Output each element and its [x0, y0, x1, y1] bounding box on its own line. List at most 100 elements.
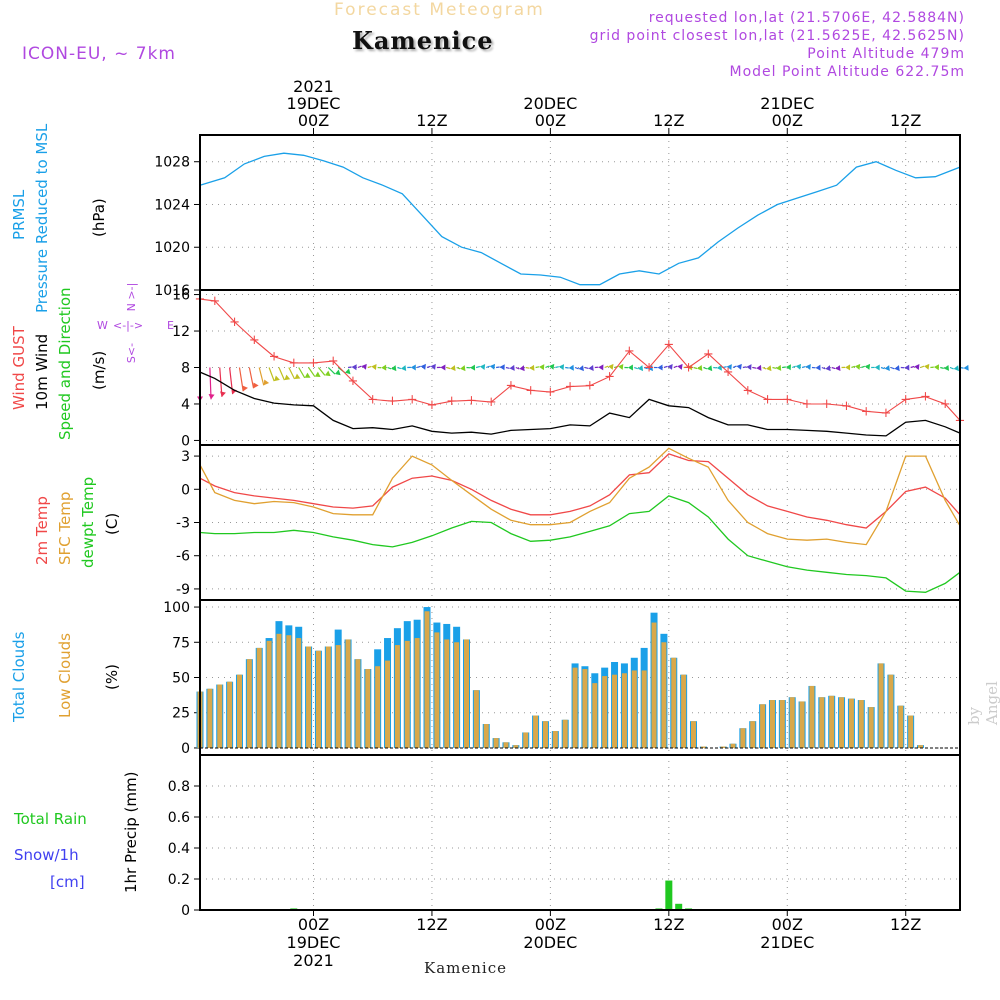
wind-arrow — [525, 366, 530, 369]
gust-marker: + — [841, 399, 852, 414]
wind-arrow — [476, 365, 481, 369]
wind-arrow-head — [558, 364, 565, 371]
wind-arrow-head — [548, 363, 555, 370]
wind-arrow-head — [371, 364, 377, 370]
time-label-hour: 00Z — [298, 915, 329, 934]
wind-arrow-head — [274, 375, 280, 382]
precip-ytick-label: 0.2 — [168, 872, 190, 888]
wind-arrow-head — [220, 391, 226, 397]
pressure-ytick-label: 1016 — [154, 283, 190, 299]
wind-arrow-head — [696, 365, 703, 371]
clouds-ytick-label: 50 — [172, 671, 190, 687]
time-label-date: 19DEC — [287, 94, 341, 113]
wind-arrow-head — [304, 372, 311, 378]
wind-arrow-head — [314, 371, 321, 377]
wind-arrow — [663, 365, 668, 369]
wind-arrow — [940, 366, 944, 369]
low-cloud-bar — [227, 681, 233, 748]
low-cloud-bar — [661, 642, 667, 748]
wind-arrow-head — [460, 365, 466, 372]
low-cloud-bar — [493, 738, 499, 748]
wind-arrow-head — [598, 364, 604, 371]
wind-arrow-head — [825, 365, 831, 372]
low-cloud-bar — [266, 640, 272, 748]
gust-marker: + — [407, 392, 418, 407]
wind-arrow-head — [864, 363, 871, 370]
low-cloud-bar — [385, 660, 391, 748]
gust-marker: + — [505, 379, 516, 394]
wind-arrow — [327, 367, 336, 375]
low-cloud-bar — [848, 698, 854, 748]
gust-marker: + — [703, 347, 714, 362]
time-label-date: 21DEC — [760, 94, 814, 113]
time-label-hour: 12Z — [416, 915, 447, 934]
low-cloud-bar — [858, 700, 864, 748]
gust-marker: + — [387, 394, 398, 409]
gust-marker: + — [308, 356, 319, 371]
low-cloud-bar — [424, 611, 430, 748]
footer-location: Kamenice — [424, 959, 507, 977]
low-cloud-bar — [256, 647, 262, 748]
compass-west: W — [97, 319, 108, 332]
wind-arrow — [397, 366, 402, 370]
low-cloud-bar — [691, 721, 697, 748]
wind-arrow — [831, 366, 836, 370]
wind-arrow — [357, 365, 362, 369]
time-label-hour: 12Z — [890, 111, 921, 130]
low-cloud-bar — [572, 667, 578, 748]
low-cloud-bar — [819, 697, 825, 748]
time-label-date: 21DEC — [760, 933, 814, 952]
wind-arrow-head — [284, 374, 291, 381]
low-cloud-bar — [829, 695, 835, 748]
low-cloud-bar — [592, 683, 598, 748]
low-cloud-bar — [217, 684, 223, 748]
gust-marker: + — [940, 397, 951, 412]
gust-marker: + — [288, 356, 299, 371]
gridpoint-coords: grid point closest lon,lat (21.5625E, 42… — [589, 28, 965, 44]
wind-arrow-head — [479, 364, 486, 370]
time-label-hour: 00Z — [772, 111, 803, 130]
wind-arrow — [535, 366, 540, 369]
gust-marker: + — [348, 374, 359, 389]
wind-arrow — [505, 366, 510, 369]
wind-arrow-head — [420, 363, 426, 370]
compass-south: S<- — [125, 343, 138, 363]
wind-arrow — [486, 365, 490, 369]
low-cloud-bar — [434, 632, 440, 748]
wind-arrow-head — [726, 364, 732, 371]
gust-marker: + — [782, 392, 793, 407]
gust-marker: + — [821, 397, 832, 412]
low-cloud-bar — [898, 705, 904, 748]
wind-arrow-head — [627, 364, 633, 371]
low-cloud-bar — [246, 659, 252, 748]
temp-series-2 — [199, 495, 961, 593]
wind-arrow — [456, 366, 461, 370]
wind-arrow — [604, 365, 609, 369]
requested-coords: requested lon,lat (21.5706E, 42.5884N) — [648, 10, 965, 26]
low-cloud-bar — [473, 690, 479, 748]
low-cloud-bar — [621, 673, 627, 748]
gust-marker: + — [624, 344, 635, 359]
wind-arrow — [367, 365, 372, 369]
temp-ytick-label: -3 — [176, 516, 190, 532]
gust-marker: + — [920, 390, 931, 405]
temp-ytick-label: -6 — [176, 549, 190, 565]
low-cloud-bar — [760, 704, 766, 748]
wind-arrow-head — [874, 364, 880, 371]
temp-series-0 — [199, 453, 961, 529]
wind-arrow-head — [933, 364, 940, 371]
wind-ytick-label: 16 — [172, 288, 190, 304]
temp-ytick-label: -9 — [176, 582, 190, 598]
low-cloud-bar — [552, 731, 558, 748]
low-cloud-bar — [325, 646, 331, 748]
wind-arrow-head — [904, 364, 910, 371]
wind-arrow-head — [324, 370, 331, 377]
temp-series-1 — [199, 447, 961, 546]
wind-arrow-head — [637, 365, 644, 372]
low-cloud-bar — [612, 674, 618, 748]
low-cloud-bar — [286, 635, 292, 748]
wind-arrow-head — [294, 373, 301, 379]
wind-arrow-head — [263, 379, 270, 386]
gust-marker: + — [683, 361, 694, 376]
wind-arrow-head — [963, 364, 969, 371]
